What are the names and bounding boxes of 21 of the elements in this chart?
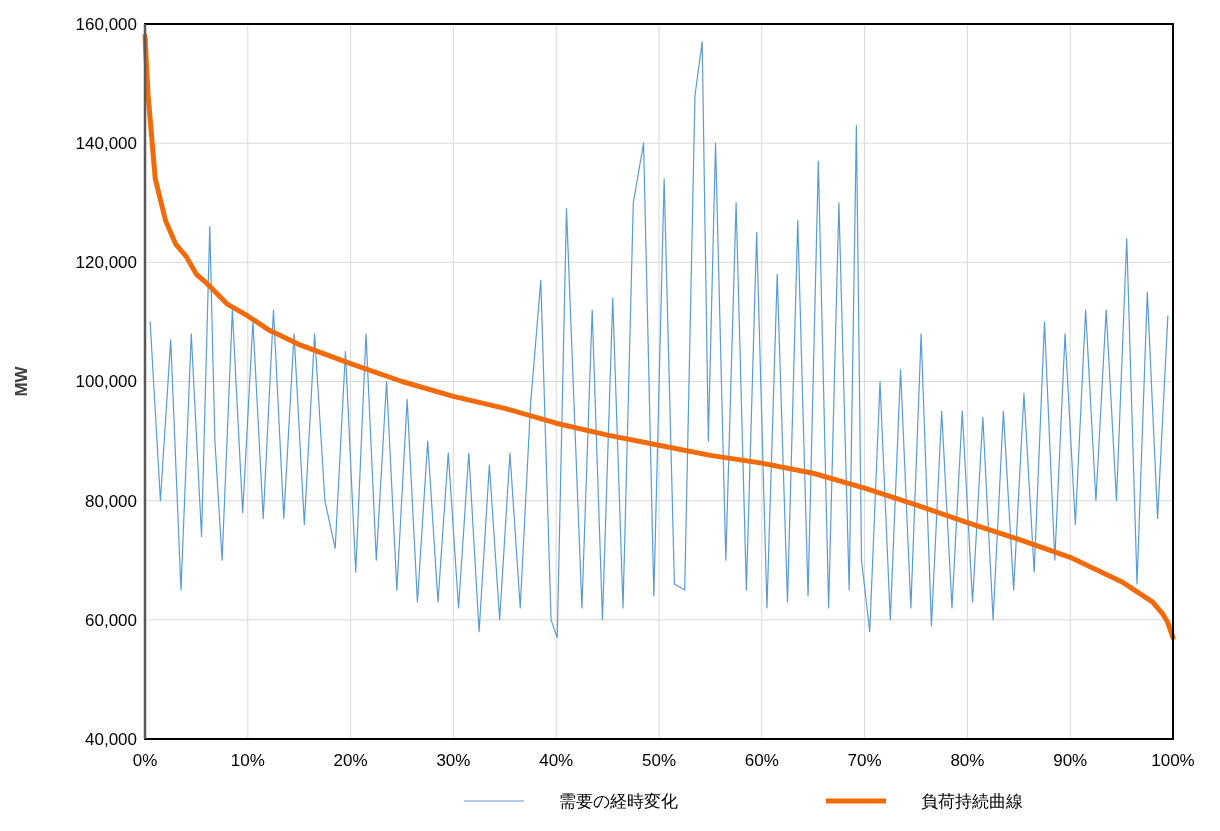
x-tick-label: 60%: [744, 751, 779, 770]
x-tick-label: 10%: [230, 751, 265, 770]
x-tick-label: 30%: [436, 751, 471, 770]
y-tick-label: 140,000: [75, 134, 137, 154]
legend-label: 負荷持続曲線: [921, 791, 1023, 811]
x-tick-label: 0%: [132, 751, 158, 770]
y-tick-label: 120,000: [75, 253, 137, 273]
x-tick-label: 20%: [333, 751, 368, 770]
y-tick-label: 160,000: [75, 14, 137, 34]
y-tick-label: 40,000: [85, 729, 137, 749]
x-tick-label: 40%: [539, 751, 574, 770]
x-tick-label: 100%: [1151, 751, 1195, 770]
x-tick-label: 50%: [641, 751, 677, 770]
x-tick-label: 70%: [847, 751, 882, 770]
y-tick-label: 100,000: [75, 372, 137, 392]
y-tick-label: 80,000: [85, 491, 137, 511]
x-tick-label: 80%: [950, 751, 985, 770]
y-axis-title: MW: [12, 365, 31, 397]
y-tick-label: 60,000: [85, 610, 137, 630]
legend-label: 需要の経時変化: [559, 791, 678, 811]
x-tick-label: 90%: [1053, 751, 1088, 770]
